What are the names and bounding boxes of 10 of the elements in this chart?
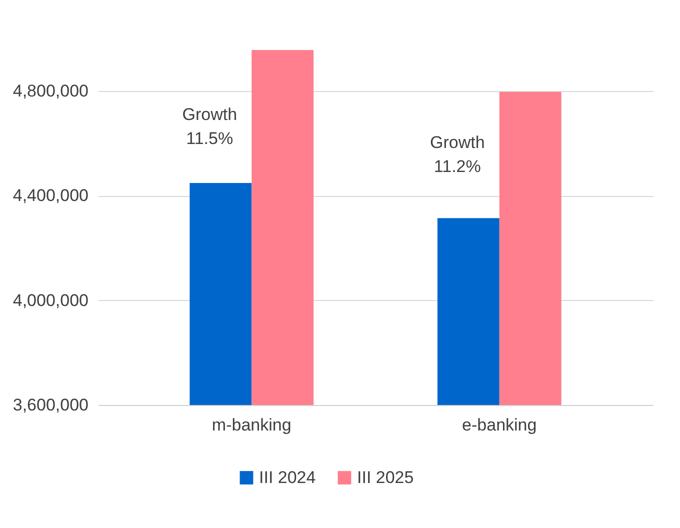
y-tick-label: 4,000,000 <box>12 290 88 310</box>
x-tick-label: m-banking <box>212 416 292 434</box>
y-tick-label: 4,800,000 <box>12 81 88 100</box>
y-tick-label: 4,400,000 <box>12 186 88 206</box>
x-tick-label: e-banking <box>462 416 537 434</box>
annotation: Growth 11.5% <box>182 105 238 148</box>
legend-label: III 2025 <box>357 468 414 487</box>
y-tick-label: 3,600,000 <box>12 396 88 414</box>
annotation: Growth 11.2% <box>430 133 485 176</box>
legend-label: III 2024 <box>259 468 316 487</box>
